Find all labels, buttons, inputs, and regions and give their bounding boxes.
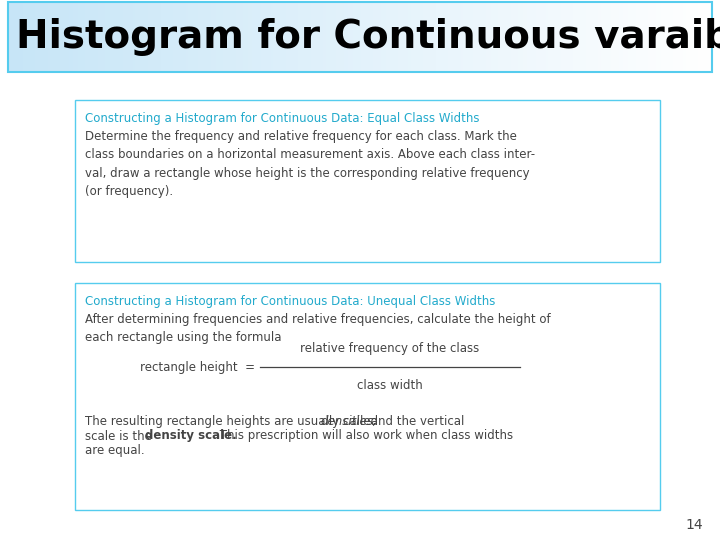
FancyBboxPatch shape	[75, 100, 660, 262]
Text: are equal.: are equal.	[85, 444, 145, 457]
Text: and the vertical: and the vertical	[366, 415, 464, 428]
Text: 14: 14	[685, 518, 703, 532]
Text: The resulting rectangle heights are usually called: The resulting rectangle heights are usua…	[85, 415, 382, 428]
Text: rectangle height  =: rectangle height =	[140, 361, 255, 374]
FancyBboxPatch shape	[75, 283, 660, 510]
Text: Constructing a Histogram for Continuous Data: Unequal Class Widths: Constructing a Histogram for Continuous …	[85, 295, 495, 308]
Text: class width: class width	[357, 379, 423, 392]
Text: densities,: densities,	[320, 415, 377, 428]
Text: Histogram for Continuous varaibles: Histogram for Continuous varaibles	[16, 18, 720, 56]
Text: scale is the: scale is the	[85, 429, 156, 442]
Text: relative frequency of the class: relative frequency of the class	[300, 342, 480, 355]
Text: This prescription will also work when class widths: This prescription will also work when cl…	[217, 429, 513, 442]
Text: density scale.: density scale.	[145, 429, 237, 442]
Text: Constructing a Histogram for Continuous Data: Equal Class Widths: Constructing a Histogram for Continuous …	[85, 112, 480, 125]
Text: After determining frequencies and relative frequencies, calculate the height of
: After determining frequencies and relati…	[85, 313, 551, 345]
Text: Determine the frequency and relative frequency for each class. Mark the
class bo: Determine the frequency and relative fre…	[85, 130, 535, 199]
